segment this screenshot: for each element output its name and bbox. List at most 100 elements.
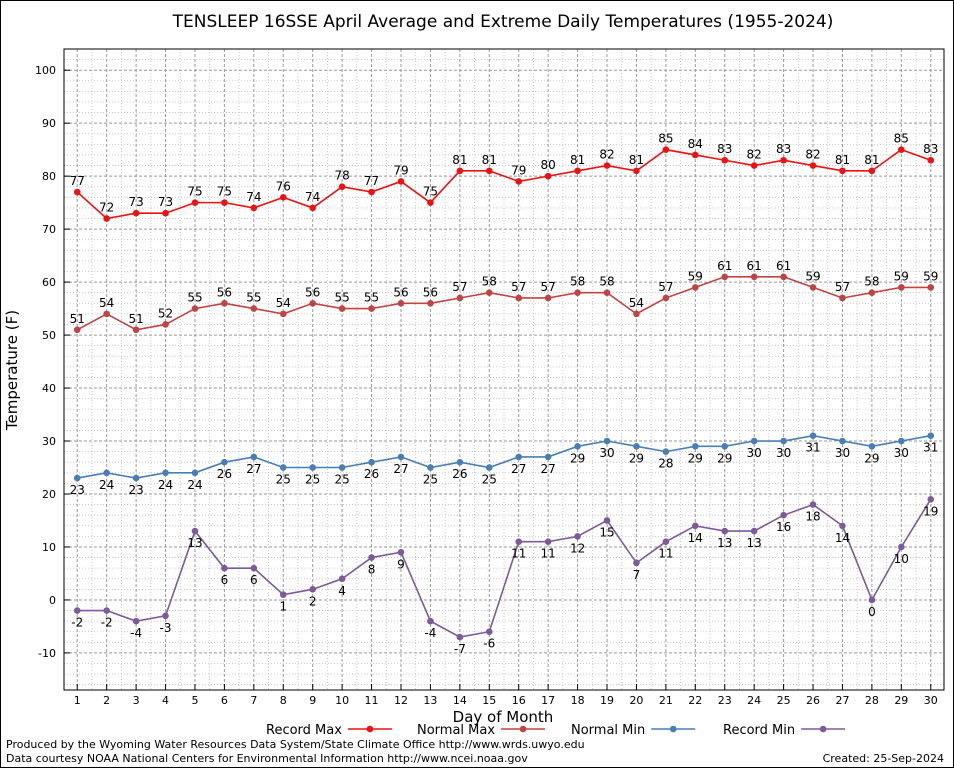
y-tick-label: 100 [35,64,56,77]
footer-data-courtesy: Data courtesy NOAA National Centers for … [6,752,528,765]
data-point [603,162,611,169]
data-label: 75 [423,185,438,199]
data-label: 59 [894,269,909,283]
data-label: 84 [688,137,703,151]
data-label: 51 [70,312,85,326]
x-tick-label: 3 [133,694,140,707]
data-point [191,199,199,206]
y-tick-label: 20 [42,488,56,501]
data-point [662,538,670,545]
data-point [839,437,846,445]
data-point [338,575,346,583]
x-tick-label: 21 [659,694,673,707]
data-point [485,628,493,636]
x-tick-label: 22 [688,694,702,707]
legend-swatch-marker [366,725,374,733]
data-label: 8 [368,563,376,577]
data-label: 28 [658,457,673,471]
data-point [427,199,434,206]
data-label: 25 [482,473,497,487]
data-point [721,527,729,535]
data-point [397,548,405,556]
data-label: 81 [629,153,644,167]
data-point [132,209,140,217]
data-label: 61 [747,259,762,273]
data-label: 26 [217,467,232,481]
data-point [103,310,110,318]
data-point [721,443,729,450]
data-label: 59 [688,269,703,283]
data-point [485,289,493,296]
data-label: 14 [835,531,850,545]
data-point [103,607,110,614]
data-point [250,305,258,312]
data-point [544,538,552,545]
data-label: 27 [541,462,556,476]
data-point [456,633,464,641]
data-label: 25 [423,473,438,487]
data-point [397,453,405,461]
data-label: 1 [279,600,287,614]
data-label: 74 [246,190,261,204]
data-label: 54 [276,296,291,310]
data-point [515,538,523,545]
x-tick-label: 8 [280,694,287,707]
data-point [103,469,110,477]
data-label: 58 [864,275,879,289]
data-point [927,156,935,164]
data-label: 81 [482,153,497,167]
data-label: 54 [629,296,644,310]
data-label: 6 [221,573,229,587]
data-point [309,464,316,471]
legend-item: Record Max [266,723,392,738]
data-point [662,448,670,455]
data-label: 57 [511,280,526,294]
data-point [839,294,846,302]
legend-item: Normal Min [571,723,696,738]
data-label: 57 [658,280,673,294]
x-tick-label: 29 [894,694,908,707]
data-point [544,294,552,302]
series-record-max: 77 72 73 73 75 75 74 76 74 78 77 79 75 81 81 79 80 81 82 81… [70,132,938,222]
data-point [73,607,81,614]
data-point [279,194,287,201]
data-label: 29 [570,451,585,465]
x-tick-label: 16 [512,694,526,707]
data-point [750,273,758,281]
data-point [73,188,81,196]
series-line [76,275,931,331]
data-label: 83 [776,142,791,156]
data-label: 9 [397,557,405,571]
y-tick-label: 90 [42,117,56,130]
data-point [898,146,905,153]
data-label: -2 [101,616,113,630]
plot-area [63,48,945,691]
data-point [485,464,493,471]
data-label: 58 [482,275,497,289]
data-label: 6 [250,573,258,587]
data-point [809,501,817,508]
data-point [603,289,611,296]
data-label: 25 [334,473,349,487]
data-label: 29 [629,451,644,465]
data-point [868,167,876,175]
data-label: 61 [776,259,791,273]
data-point [250,453,258,461]
data-point [809,432,817,440]
data-point [103,215,110,222]
legend-swatch-marker [669,725,677,733]
data-label: 4 [338,584,346,598]
data-label: 56 [393,285,408,299]
data-label: 75 [187,185,202,199]
data-point [368,554,375,561]
data-label: 57 [452,280,467,294]
x-tick-label: 30 [924,694,938,707]
data-label: 79 [393,163,408,177]
data-label: 82 [747,148,762,162]
data-label: 81 [864,153,879,167]
data-label: 31 [923,441,938,455]
data-point [397,178,405,185]
data-label: 30 [776,446,791,460]
series-normal-max: 51 54 51 52 55 56 55 54 56 55 55 56 56 57 58 57 57 58 58 54… [70,259,938,334]
data-label: 29 [864,451,879,465]
